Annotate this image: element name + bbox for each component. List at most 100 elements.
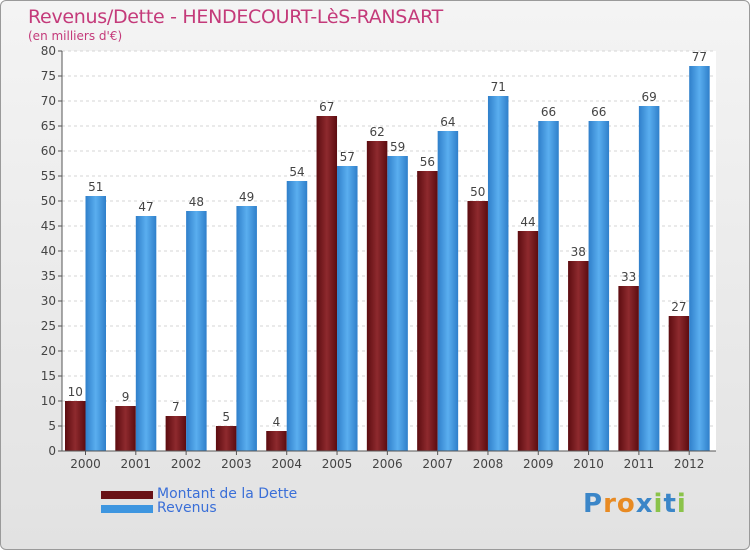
y-tick-label: 70	[41, 94, 56, 108]
bar-dette	[467, 201, 488, 451]
data-label-dette: 62	[369, 125, 384, 139]
data-label-revenus: 47	[138, 200, 153, 214]
bar-revenus	[387, 156, 408, 451]
y-tick-label: 40	[41, 244, 56, 258]
bar-dette	[215, 426, 237, 451]
logo-letter: P	[583, 489, 604, 519]
bar-revenus	[85, 196, 106, 451]
x-tick-label: 2012	[674, 457, 705, 471]
data-label-dette: 67	[319, 100, 334, 114]
x-tick-label: 2004	[271, 457, 302, 471]
bar-dette	[668, 316, 690, 451]
bar-dette	[266, 431, 287, 451]
bar-dette	[366, 141, 388, 451]
x-tick-label: 2010	[573, 457, 604, 471]
legend-swatch-revenus	[101, 505, 153, 513]
y-tick-label: 55	[41, 169, 56, 183]
bar-revenus	[538, 121, 559, 451]
data-label-dette: 50	[470, 185, 485, 199]
data-label-dette: 38	[571, 245, 586, 259]
bar-dette	[316, 116, 338, 451]
y-tick-label: 50	[41, 194, 56, 208]
bar-revenus	[487, 96, 509, 451]
x-tick-label: 2009	[523, 457, 554, 471]
y-tick-label: 15	[41, 369, 56, 383]
bar-revenus	[638, 106, 660, 451]
x-tick-label: 2011	[624, 457, 655, 471]
data-label-dette: 5	[222, 410, 230, 424]
data-label-revenus: 66	[541, 105, 556, 119]
data-label-dette: 56	[420, 155, 435, 169]
bar-dette	[417, 171, 438, 451]
bar-revenus	[135, 216, 157, 451]
bar-revenus	[689, 66, 710, 451]
x-tick-label: 2005	[322, 457, 353, 471]
data-label-revenus: 69	[641, 90, 656, 104]
data-label-revenus: 77	[692, 50, 707, 64]
data-label-dette: 10	[68, 385, 83, 399]
data-label-revenus: 64	[440, 115, 455, 129]
bar-dette	[517, 231, 539, 451]
y-tick-label: 5	[48, 419, 56, 433]
bar-dette	[568, 261, 589, 451]
y-tick-label: 60	[41, 144, 56, 158]
x-tick-label: 2008	[473, 457, 504, 471]
data-label-dette: 27	[671, 300, 686, 314]
data-label-revenus: 66	[591, 105, 606, 119]
bar-revenus	[186, 211, 207, 451]
logo-letter: i	[676, 489, 687, 519]
bar-revenus	[236, 206, 257, 451]
data-label-revenus: 48	[189, 195, 204, 209]
bar-revenus	[588, 121, 610, 451]
bar-revenus	[437, 131, 459, 451]
chart-title: Revenus/Dette - HENDECOURT-LèS-RANSART	[28, 6, 443, 28]
x-tick-label: 2001	[121, 457, 152, 471]
y-tick-label: 80	[41, 44, 56, 58]
y-tick-label: 0	[48, 444, 56, 458]
y-tick-label: 35	[41, 269, 56, 283]
data-label-dette: 44	[520, 215, 535, 229]
data-label-dette: 4	[273, 415, 281, 429]
y-tick-label: 30	[41, 294, 56, 308]
y-tick-label: 75	[41, 69, 56, 83]
y-tick-label: 25	[41, 319, 56, 333]
proxiti-logo: Proxiti	[583, 489, 687, 519]
logo-letter: r	[603, 489, 617, 519]
data-label-revenus: 51	[88, 180, 103, 194]
logo-letter: x	[635, 489, 654, 519]
y-tick-label: 10	[41, 394, 56, 408]
y-tick-label: 20	[41, 344, 56, 358]
data-label-dette: 7	[172, 400, 180, 414]
y-tick-label: 65	[41, 119, 56, 133]
data-label-dette: 9	[122, 390, 130, 404]
bar-dette	[65, 401, 86, 451]
data-label-revenus: 71	[491, 80, 506, 94]
data-label-revenus: 54	[289, 165, 304, 179]
legend-swatch-dette	[101, 491, 153, 499]
bars: 10 51 9 47 7 48 5 49 4 54 67 57 62 59 56 64 50 71 44 66 38 66…	[65, 50, 710, 451]
data-label-dette: 33	[621, 270, 636, 284]
legend-label-dette: Montant de la Dette	[157, 486, 298, 502]
data-label-revenus: 49	[239, 190, 254, 204]
x-tick-label: 2006	[372, 457, 403, 471]
logo-letter: i	[653, 489, 664, 519]
bar-revenus	[337, 166, 358, 451]
x-tick-label: 2007	[422, 457, 453, 471]
bar-dette	[115, 406, 136, 451]
y-tick-label: 45	[41, 219, 56, 233]
x-tick-label: 2002	[171, 457, 202, 471]
logo-letter: o	[616, 489, 636, 519]
legend-label-revenus: Revenus	[157, 500, 217, 516]
bar-dette	[165, 416, 187, 451]
x-tick-label: 2000	[70, 457, 101, 471]
data-label-revenus: 57	[340, 150, 355, 164]
bar-dette	[618, 286, 639, 451]
data-label-revenus: 59	[390, 140, 405, 154]
bar-revenus	[286, 181, 308, 451]
x-tick-label: 2003	[221, 457, 252, 471]
logo-letter: t	[663, 489, 677, 519]
chart-subtitle: (en milliers d'€)	[28, 29, 123, 43]
